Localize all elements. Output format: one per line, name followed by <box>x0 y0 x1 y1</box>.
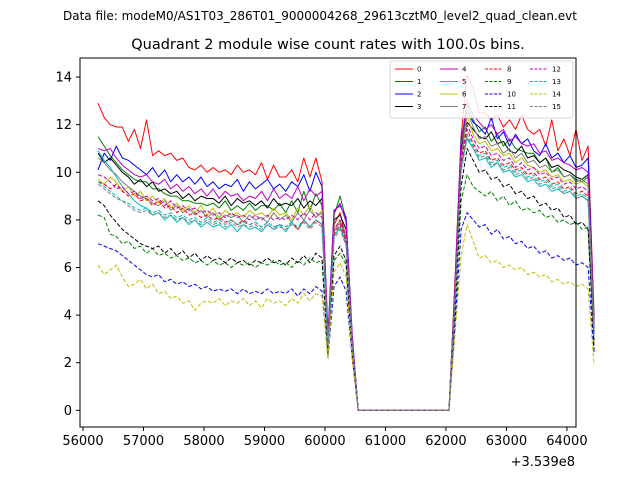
legend-label-3: 3 <box>417 103 421 111</box>
legend-label-8: 8 <box>507 66 511 74</box>
series-line-4 <box>97 100 595 411</box>
y-tick-label: 6 <box>64 261 72 276</box>
legend-label-11: 11 <box>507 103 516 111</box>
legend-label-10: 10 <box>507 91 516 99</box>
series-line-12 <box>97 124 595 411</box>
legend-label-14: 14 <box>552 91 561 99</box>
series-line-10 <box>97 212 595 411</box>
legend-label-5: 5 <box>462 78 466 86</box>
legend-label-1: 1 <box>417 78 421 86</box>
x-tick-label: 60000 <box>304 434 345 449</box>
y-tick-label: 4 <box>64 309 72 324</box>
series-line-2 <box>97 109 595 411</box>
axes-frame <box>79 57 577 428</box>
y-tick-label: 2 <box>64 356 72 371</box>
y-axis: 0 2 4 6 8 10 12 14 <box>55 71 80 419</box>
series-line-7 <box>97 109 595 411</box>
x-tick-label: 63000 <box>486 434 527 449</box>
legend-label-9: 9 <box>507 78 511 86</box>
series-line-13 <box>97 133 595 411</box>
x-tick-label: 62000 <box>425 434 466 449</box>
x-axis: 56000 57000 58000 59000 60000 61000 62000 63000… <box>62 427 588 449</box>
x-tick-label: 57000 <box>123 434 164 449</box>
suptitle: Data file: modeM0/AS1T03_286T01_90000042… <box>63 9 577 23</box>
series-line-9 <box>97 174 595 411</box>
legend-label-12: 12 <box>552 66 561 74</box>
y-tick-label: 0 <box>64 404 72 419</box>
x-tick-label: 61000 <box>365 434 406 449</box>
legend-label-6: 6 <box>462 91 467 99</box>
legend-label-4: 4 <box>462 66 467 74</box>
legend-label-13: 13 <box>552 78 561 86</box>
y-tick-label: 14 <box>55 71 72 86</box>
x-tick-label: 58000 <box>183 434 224 449</box>
series-line-14 <box>97 224 595 411</box>
legend-label-15: 15 <box>552 103 561 111</box>
series-line-1 <box>97 102 595 411</box>
y-tick-label: 10 <box>55 166 72 181</box>
x-offset-label: +3.539e8 <box>511 455 575 470</box>
legend-box <box>389 60 574 119</box>
x-tick-label: 64000 <box>546 434 587 449</box>
chart-title: Quadrant 2 module wise count rates with … <box>131 37 525 53</box>
x-tick-label: 56000 <box>62 434 103 449</box>
series-line-15 <box>97 136 595 411</box>
series-lines <box>97 74 595 411</box>
y-tick-label: 8 <box>64 213 72 228</box>
y-tick-label: 12 <box>55 118 72 133</box>
legend-label-7: 7 <box>462 103 466 111</box>
legend-label-2: 2 <box>417 91 421 99</box>
series-line-11 <box>97 148 595 411</box>
x-tick-label: 59000 <box>244 434 285 449</box>
legend-label-0: 0 <box>417 66 421 74</box>
